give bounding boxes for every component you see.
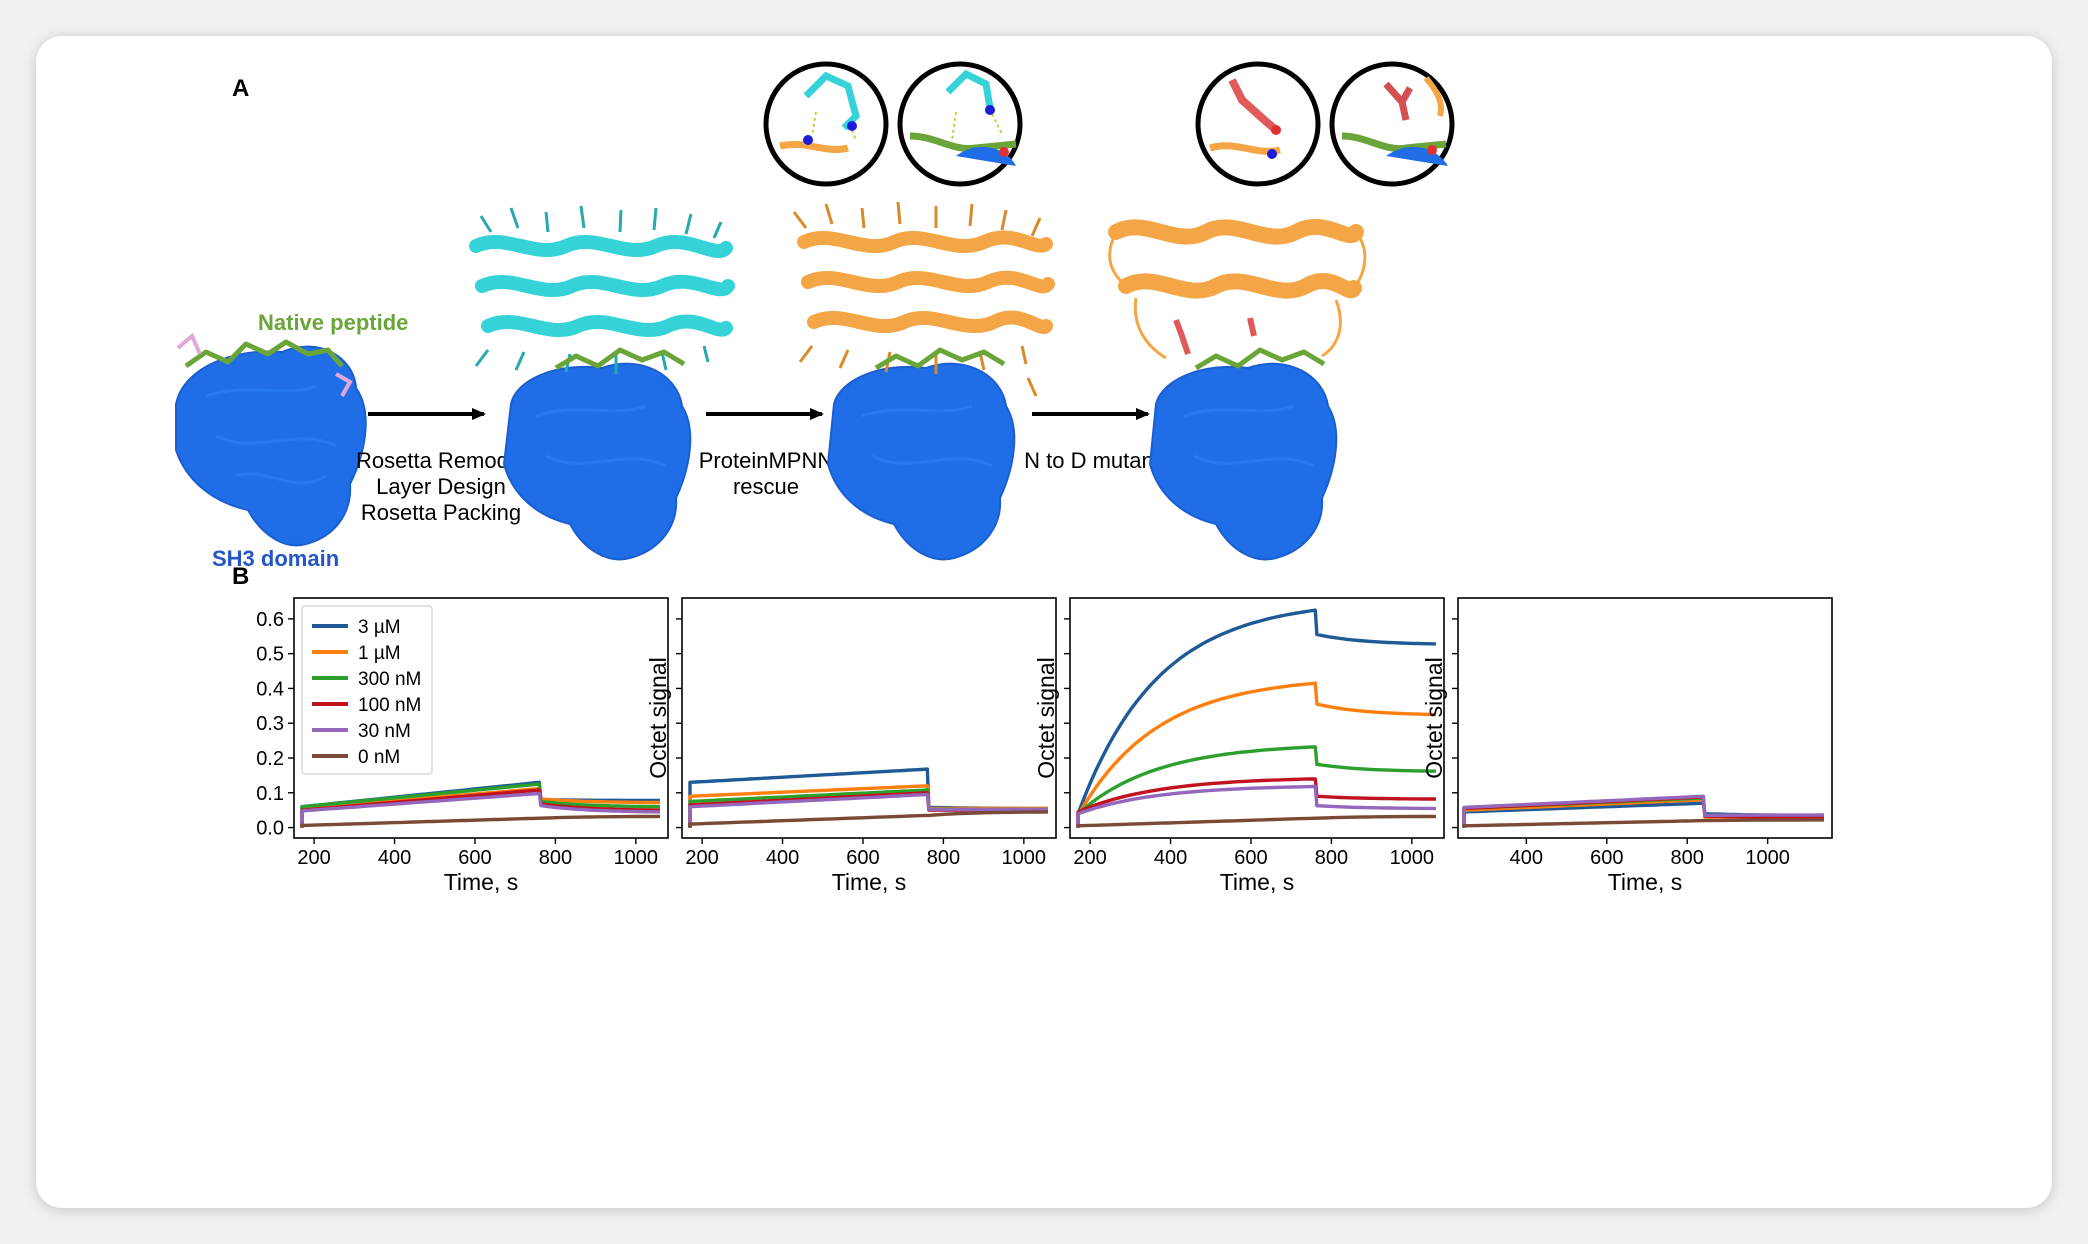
legend-label: 30 nM: [358, 721, 411, 742]
x-tick-label: 600: [1590, 847, 1623, 869]
step1-line2: Layer Design: [376, 474, 506, 499]
series-line-4: [1076, 784, 1436, 828]
y-tick-label: 0.2: [256, 748, 284, 770]
x-tick-label: 200: [297, 847, 330, 869]
zoom-inset-mutant-1: [1195, 61, 1321, 187]
octet-chart-4: 400 600 800 1000 Time, s Octet signal: [1421, 597, 1833, 895]
x-tick-label: 200: [1073, 847, 1106, 869]
sh3-structure-1: [175, 332, 367, 547]
x-tick-label: 1000: [1745, 847, 1790, 869]
peptide-side-chains: [176, 332, 353, 397]
series-line-1: [1076, 681, 1437, 828]
y-tick-label: 0.1: [256, 783, 284, 805]
plot-frame: [1069, 597, 1445, 839]
step1-line3: Rosetta Packing: [361, 500, 521, 525]
plot-frame: [681, 597, 1057, 839]
series-line-4: [1462, 794, 1824, 828]
series-line-5: [1076, 814, 1437, 828]
x-tick-label: 400: [378, 847, 411, 869]
x-tick-label: 1000: [1002, 847, 1047, 869]
zoom-inset-mutant-2: [1329, 61, 1455, 187]
y-tick-label: 0.0: [256, 818, 284, 840]
x-tick-label: 1000: [614, 847, 659, 869]
x-tick-label: 800: [1315, 847, 1348, 869]
series-line-0: [1076, 608, 1437, 828]
legend-label: 0 nM: [358, 747, 400, 768]
step1-line1: Rosetta Remodel: [356, 448, 526, 473]
x-axis-label: Time, s: [1608, 869, 1683, 895]
x-tick-label: 400: [1154, 847, 1187, 869]
series-line-4: [688, 792, 1048, 828]
legend-label: 3 µM: [358, 617, 401, 638]
panel-a-label: A: [232, 75, 249, 102]
series-line-5: [300, 814, 661, 828]
series-line-4: [300, 791, 661, 828]
orange-design-structure: [792, 201, 1055, 561]
x-axis-label: Time, s: [1220, 869, 1295, 895]
y-tick-label: 0.4: [256, 678, 284, 700]
panel-b-label: B: [232, 563, 249, 590]
plot-frame: [293, 597, 669, 839]
x-tick-label: 600: [1234, 847, 1267, 869]
legend-label: 1 µM: [358, 643, 401, 664]
plot-frame: [1457, 597, 1833, 839]
cyan-design-structure: [469, 205, 735, 561]
series-line-5: [688, 810, 1049, 828]
zoom-inset-cyan-1: [763, 61, 889, 187]
x-tick-label: 400: [766, 847, 799, 869]
x-tick-label: 800: [539, 847, 572, 869]
octet-chart-3: 200 400 600 800 1000 Time, s Octet signal: [1033, 597, 1445, 895]
x-axis-label: Time, s: [444, 869, 519, 895]
legend-label: 300 nM: [358, 669, 421, 690]
x-tick-label: 600: [458, 847, 491, 869]
y-tick-label: 0.3: [256, 713, 284, 735]
x-tick-label: 600: [846, 847, 879, 869]
figure-canvas: A Native peptide SH3 domain Rosetta Remo…: [175, 61, 1833, 895]
x-tick-label: 400: [1510, 847, 1543, 869]
octet-chart-2: 200 400 600 800 1000 Time, s Octet signal: [645, 597, 1057, 895]
x-axis-label: Time, s: [832, 869, 907, 895]
zoom-inset-cyan-2: [897, 61, 1023, 187]
x-tick-label: 200: [685, 847, 718, 869]
y-axis-label: Octet signal: [1033, 657, 1059, 778]
x-tick-label: 1000: [1390, 847, 1435, 869]
series-line-3: [1076, 777, 1436, 828]
y-axis-label: Octet signal: [645, 657, 671, 778]
y-tick-label: 0.5: [256, 644, 284, 666]
series-line-2: [300, 782, 661, 828]
series-line-5: [1462, 818, 1824, 828]
sh3-domain-label: SH3 domain: [212, 546, 339, 571]
octet-chart-1: 200 400 600 800 1000 0.0 0.1 0.2 0.3 0.4 0.5 0.6 Tim…: [256, 597, 669, 895]
step2-line2: rescue: [733, 474, 799, 499]
step3-line1: N to D mutant: [1024, 448, 1160, 473]
native-peptide-label: Native peptide: [258, 310, 408, 335]
mutant-structure: [1108, 219, 1367, 561]
y-axis-label: Octet signal: [1421, 657, 1447, 778]
series-line-2: [1076, 745, 1437, 828]
step2-line1: ProteinMPNN: [699, 448, 833, 473]
y-tick-label: 0.6: [256, 609, 284, 631]
legend-label: 100 nM: [358, 695, 421, 716]
x-tick-label: 800: [927, 847, 960, 869]
native-peptide-chain: [184, 339, 344, 369]
series-line-3: [300, 788, 661, 828]
x-tick-label: 800: [1671, 847, 1704, 869]
figure-card: A Native peptide SH3 domain Rosetta Remo…: [36, 36, 2052, 1208]
